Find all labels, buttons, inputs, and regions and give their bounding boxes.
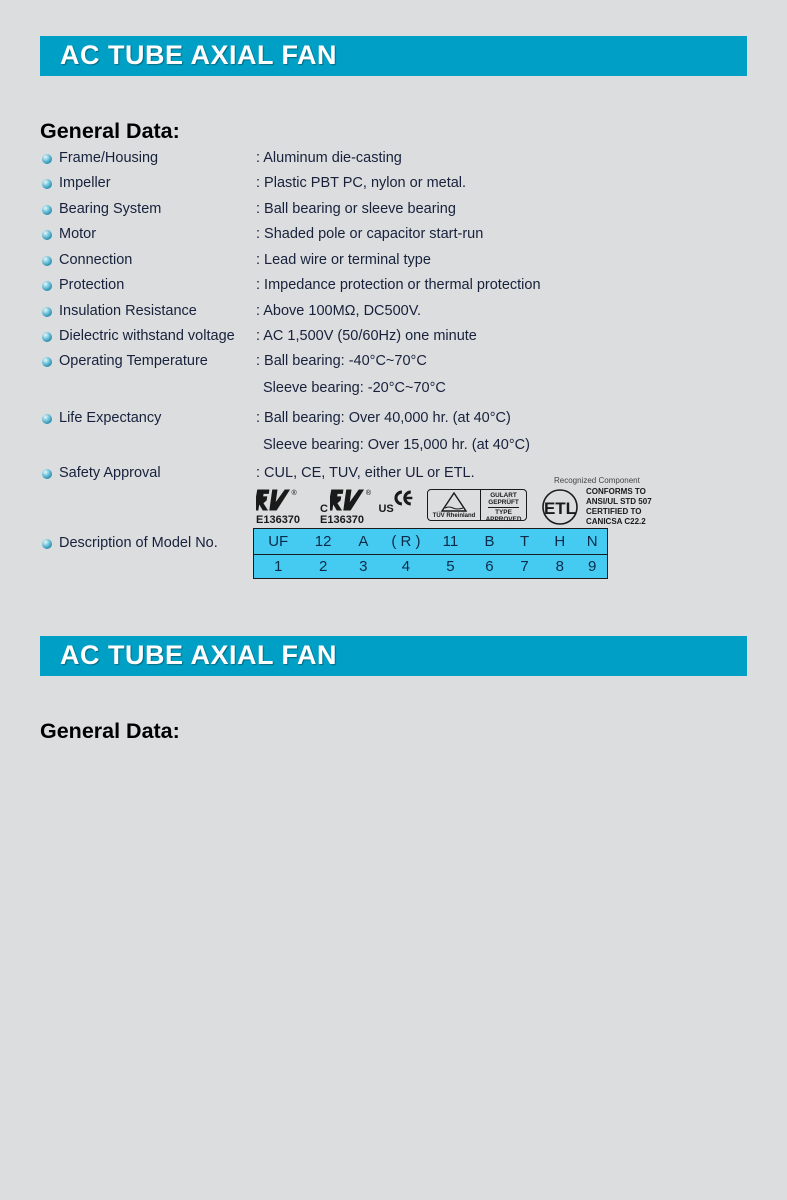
svg-text:ETL: ETL [544, 499, 576, 518]
